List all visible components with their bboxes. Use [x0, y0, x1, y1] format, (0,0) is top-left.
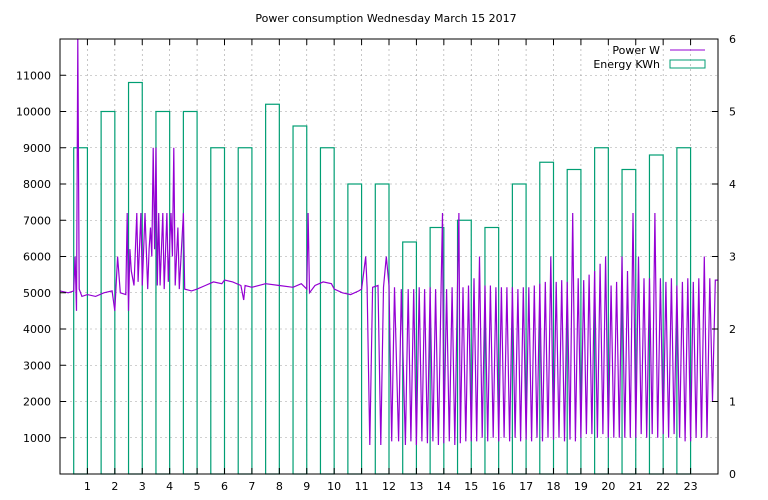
y2-tick-label: 4 [729, 178, 736, 191]
y2-tick-label: 6 [729, 33, 736, 46]
legend: Power W Energy KWh [593, 44, 706, 71]
x-tick-label: 7 [248, 480, 255, 493]
x-tick-label: 13 [409, 480, 423, 493]
x-tick-label: 21 [629, 480, 643, 493]
y-tick-label: 4000 [23, 323, 51, 336]
x-tick-label: 14 [437, 480, 451, 493]
legend-energy-label: Energy KWh [593, 58, 660, 71]
energy-bar [210, 147, 226, 475]
x-tick-label: 6 [221, 480, 228, 493]
energy-bar [292, 125, 308, 475]
y-tick-label: 5000 [23, 287, 51, 300]
x-tick-label: 18 [547, 480, 561, 493]
x-tick-label: 1 [84, 480, 91, 493]
energy-bar [73, 147, 89, 475]
energy-bar [237, 147, 253, 475]
y-tick-label: 6000 [23, 251, 51, 264]
y-tick-label: 1000 [23, 432, 51, 445]
y-tick-label: 3000 [23, 359, 51, 372]
x-tick-label: 19 [574, 480, 588, 493]
x-tick-label: 11 [355, 480, 369, 493]
energy-bar [265, 103, 280, 475]
y2-tick-label: 0 [729, 468, 736, 481]
x-tick-label: 17 [519, 480, 533, 493]
x-tick-label: 2 [111, 480, 118, 493]
chart-title: Power consumption Wednesday March 15 201… [255, 12, 516, 25]
y2-tick-label: 2 [729, 323, 736, 336]
x-tick-label: 16 [492, 480, 506, 493]
x-tick-label: 15 [464, 480, 478, 493]
y2-tick-label: 5 [729, 106, 736, 119]
x-tick-label: 8 [276, 480, 283, 493]
y-tick-label: 10000 [16, 106, 51, 119]
x-tick-label: 22 [656, 480, 670, 493]
x-tick-label: 5 [194, 480, 201, 493]
x-tick-label: 3 [139, 480, 146, 493]
y-tick-label: 11000 [16, 69, 51, 82]
legend-energy-sample [669, 59, 706, 69]
energy-bar [127, 81, 143, 475]
y2-tick-label: 3 [729, 251, 736, 264]
energy-bar [319, 147, 335, 475]
x-tick-label: 10 [327, 480, 341, 493]
axis-ticks: 1 2 3 4 5 6 7 8 9 10 11 12 13 14 15 16 17 18 19 20 21 22 23100… [16, 33, 736, 493]
y-tick-label: 7000 [23, 214, 51, 227]
power-series-line [59, 38, 718, 446]
y2-tick-label: 1 [729, 396, 736, 409]
y-tick-label: 8000 [23, 178, 51, 191]
x-tick-label: 9 [303, 480, 310, 493]
x-tick-label: 23 [684, 480, 698, 493]
legend-power-label: Power W [612, 44, 660, 57]
y-tick-label: 9000 [23, 142, 51, 155]
power-line [59, 38, 718, 446]
energy-bar [347, 183, 363, 475]
energy-bar [155, 110, 171, 475]
x-tick-label: 20 [601, 480, 615, 493]
x-tick-label: 4 [166, 480, 173, 493]
x-tick-label: 12 [382, 480, 396, 493]
y-tick-label: 2000 [23, 396, 51, 409]
